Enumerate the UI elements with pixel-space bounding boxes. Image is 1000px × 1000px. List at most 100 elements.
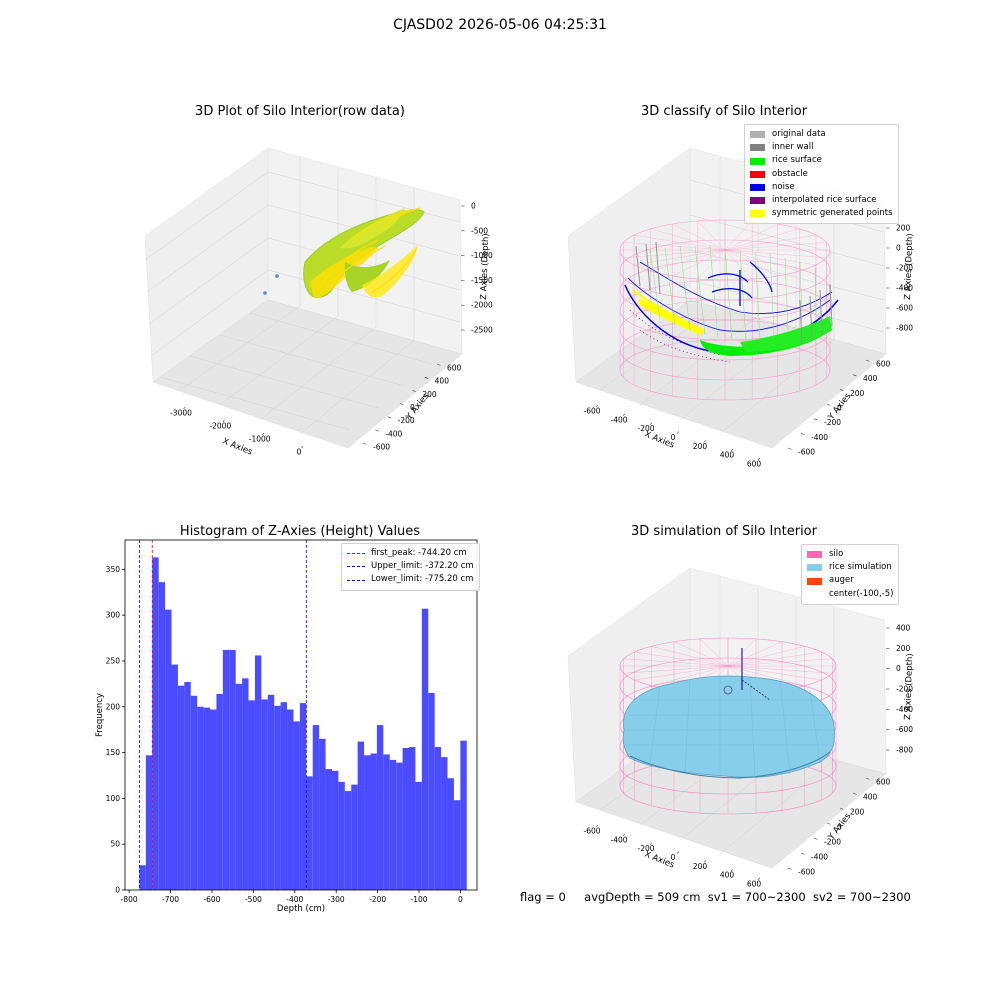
tick-mark [730,448,734,452]
histogram-bar [203,707,211,890]
legend-swatch [807,591,822,598]
tick-mark [703,440,707,443]
histogram-bar [222,649,230,890]
tick-mark [800,433,805,436]
histogram-bar [383,754,390,890]
tick-mark [787,447,792,450]
tick-label: -500 [471,226,488,235]
silo-roof-spoke [623,658,729,667]
classify-z-ticks: 200 0 -200 -400 -600 -800 [886,224,913,333]
legend-entry: rice simulation [807,561,893,574]
y-tick-label: 250 [106,656,121,665]
classify-legend: original data inner wall rice surface obsta… [744,124,899,225]
histogram-bar [190,695,198,890]
tick-mark [703,860,707,863]
histogram-bar [235,683,243,890]
tick-label: 0 [896,664,901,673]
tick-mark [399,403,404,406]
silo-roof-spoke [724,249,800,272]
legend-label: auger [829,575,854,586]
tick-label: 200 [693,442,708,451]
histogram-bars [139,557,467,890]
tick-mark [262,432,264,436]
tick-mark [839,389,844,392]
legend-entry: first_peak: -744.20 cm [347,547,474,560]
sv2-text: sv2 = 700~2300 [812,890,911,904]
silo-roof-spoke [727,665,805,686]
histogram-bar [306,776,313,890]
histogram-bar [344,791,352,890]
legend-swatch [807,577,822,585]
figure-title: CJASD02 2026-05-06 04:25:31 [393,17,607,33]
silo-roof-spoke [651,665,729,686]
legend-entry: symmetric generated points [750,207,893,220]
tick-mark [595,404,599,408]
legend-entry: obstacle [750,168,893,181]
silo-roof-spoke [727,665,833,674]
histogram-bar [152,557,159,890]
tick-label: -1000 [471,251,493,260]
histogram-bar [287,709,294,890]
simulation-x-ticks: -600 -400 -200 0 200 400 600 [583,824,761,889]
tick-label: 200 [422,390,437,399]
histogram-bar [351,784,358,890]
histogram-bar [171,664,178,890]
histogram-bar [293,721,300,890]
tick-label: -600 [798,448,815,457]
silo-roof-spoke [727,665,822,681]
tick-mark [222,419,225,423]
silo-roof-spoke [724,249,753,280]
tick-label: -400 [385,429,402,438]
x-tick-label: -200 [369,895,386,904]
histogram-y-axis-label: Frequency [95,693,105,737]
tick-label: -200 [824,838,841,847]
tick-label: 0 [471,202,476,211]
tick-mark [436,363,441,366]
histogram-bar [312,725,320,890]
y-tick-label: 300 [106,611,121,620]
legend-label: noise [772,181,795,192]
x-tick-label: -800 [121,895,138,904]
raw-z-ticks: 0 -500 -1000 -1500 -2000 -2500 [461,202,493,335]
histogram-bar [165,609,172,890]
legend-label: Upper_limit: -372.20 cm [371,561,474,572]
histogram-x-ticks: -800 -700 -600 -500 -400 -300 -200 -100 0 [121,890,463,904]
tick-label: 0 [410,403,415,412]
legend-swatch [750,183,765,191]
y-tick-label: 0 [115,886,120,895]
silo-roof-spoke [650,249,726,272]
tick-mark [362,442,367,445]
tick-label: 400 [720,871,735,880]
tick-label: -1000 [249,435,271,444]
histogram-bar [197,706,204,890]
tick-label: -200 [896,264,913,273]
simulation-panel-title: 3D simulation of Silo Interior [631,524,817,539]
raw-z-axis-label: Z Axies (Depth) [479,233,491,300]
histogram-bar [447,778,454,890]
tick-label: -400 [811,853,828,862]
tick-mark [424,376,429,379]
legend-label: symmetric generated points [772,208,893,219]
legend-label: first_peak: -744.20 cm [371,548,467,558]
legend-entry: interpolated rice surface [750,194,893,207]
histogram-bar [441,757,448,890]
histogram-legend: first_peak: -744.20 cm Upper_limit: -372.… [341,543,480,591]
tick-mark [387,416,392,419]
histogram-bar [261,699,268,890]
tick-mark [183,406,186,410]
tick-label: -800 [896,746,913,755]
sv1-text: sv1 = 700~2300 [707,890,806,904]
histogram-axes-frame [124,539,478,891]
histogram-x-axis-label: Depth (cm) [277,904,325,914]
histogram-bar [409,747,416,890]
legend-swatch [750,197,765,205]
legend-swatch [347,553,365,555]
tick-mark [757,457,761,461]
tick-label: -400 [896,284,913,293]
tick-mark [375,429,379,432]
avg-depth-text: avgDepth = 509 cm [584,890,701,904]
histogram-bar [280,702,288,890]
legend-swatch [807,551,822,559]
legend-entry: noise [750,181,893,194]
tick-label: 0 [837,823,842,832]
